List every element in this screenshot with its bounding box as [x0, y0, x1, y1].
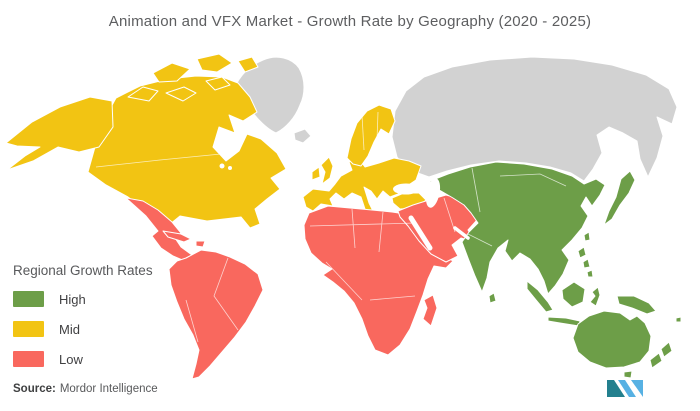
legend-label-high: High	[59, 291, 86, 307]
legend-item-mid: Mid	[13, 321, 153, 337]
region-iceland	[293, 128, 312, 144]
border-line	[471, 167, 481, 213]
legend-swatch-mid	[13, 321, 44, 337]
border-line	[369, 295, 416, 301]
region-ireland	[311, 166, 321, 181]
arctic-island	[127, 86, 159, 102]
logo-left-shape	[607, 380, 625, 397]
region-philippines	[586, 269, 594, 278]
legend-label-mid: Mid	[59, 321, 80, 337]
source-note: Source: Mordor Intelligence	[13, 383, 158, 395]
caspian-sea	[425, 178, 441, 208]
arctic-island	[205, 76, 231, 91]
persian-gulf	[453, 226, 470, 240]
region-new-guinea	[616, 295, 657, 315]
legend-swatch-low	[13, 351, 44, 367]
region-fiji	[675, 316, 682, 323]
source-label: Source:	[13, 383, 56, 395]
country-borders	[95, 111, 567, 343]
legend-label-low: Low	[59, 351, 83, 367]
legend: Regional Growth Rates High Mid Low	[13, 263, 153, 381]
black-sea	[393, 183, 419, 195]
border-line	[325, 261, 363, 301]
region-russia	[391, 56, 678, 182]
arctic-island	[196, 53, 233, 73]
swatch-rect	[13, 321, 44, 337]
border-line	[378, 211, 384, 253]
legend-item-high: High	[13, 291, 153, 307]
region-south-america	[168, 249, 264, 380]
great-lake	[219, 163, 225, 169]
chart-title: Animation and VFX Market - Growth Rate b…	[108, 13, 592, 30]
region-asia	[429, 161, 606, 295]
region-uk	[320, 156, 334, 185]
great-lake	[228, 166, 232, 170]
region-australia	[572, 310, 652, 369]
region-europe	[302, 157, 422, 216]
border-line	[361, 114, 365, 151]
border-line	[376, 111, 379, 141]
region-hispaniola	[195, 240, 206, 248]
region-madagascar	[422, 294, 438, 327]
border-line	[95, 152, 232, 168]
region-alaska	[5, 96, 114, 171]
border-line	[213, 257, 239, 331]
logo-middle-shape	[618, 380, 636, 397]
region-new-zealand	[660, 341, 673, 358]
seas	[219, 163, 441, 208]
region-new-zealand	[649, 352, 663, 369]
regions-low	[125, 194, 478, 380]
region-tasmania	[623, 370, 633, 379]
region-north-america	[87, 75, 287, 230]
regions-no-data	[232, 56, 678, 182]
mordor-intelligence-logo	[607, 380, 643, 397]
legend-title: Regional Growth Rates	[13, 263, 153, 278]
source-value: Mordor Intelligence	[59, 383, 158, 395]
arctic-island	[152, 62, 191, 83]
border-line	[467, 233, 493, 247]
swatch-rect	[13, 351, 44, 367]
region-sri-lanka	[488, 292, 497, 304]
swatch-rect	[13, 291, 44, 307]
border-line	[185, 299, 199, 343]
region-philippines	[582, 258, 591, 269]
region-japan	[603, 170, 636, 226]
region-scandinavia	[346, 104, 396, 167]
arctic-island	[237, 56, 259, 73]
region-sulawesi	[589, 286, 601, 307]
border-line	[309, 222, 417, 227]
region-java	[547, 316, 581, 327]
border-line	[499, 173, 567, 187]
regions-mid	[5, 53, 427, 230]
arctic-island	[165, 86, 197, 102]
border-line	[351, 208, 356, 249]
border-line	[443, 197, 456, 233]
region-cuba	[162, 230, 192, 243]
legend-swatch-high	[13, 291, 44, 307]
region-philippines	[577, 246, 587, 259]
regions-high	[429, 161, 682, 379]
region-sumatra	[526, 280, 554, 313]
legend-item-low: Low	[13, 351, 153, 367]
region-taiwan	[583, 231, 591, 242]
region-borneo	[561, 281, 586, 308]
logo-right-shape	[631, 380, 643, 397]
